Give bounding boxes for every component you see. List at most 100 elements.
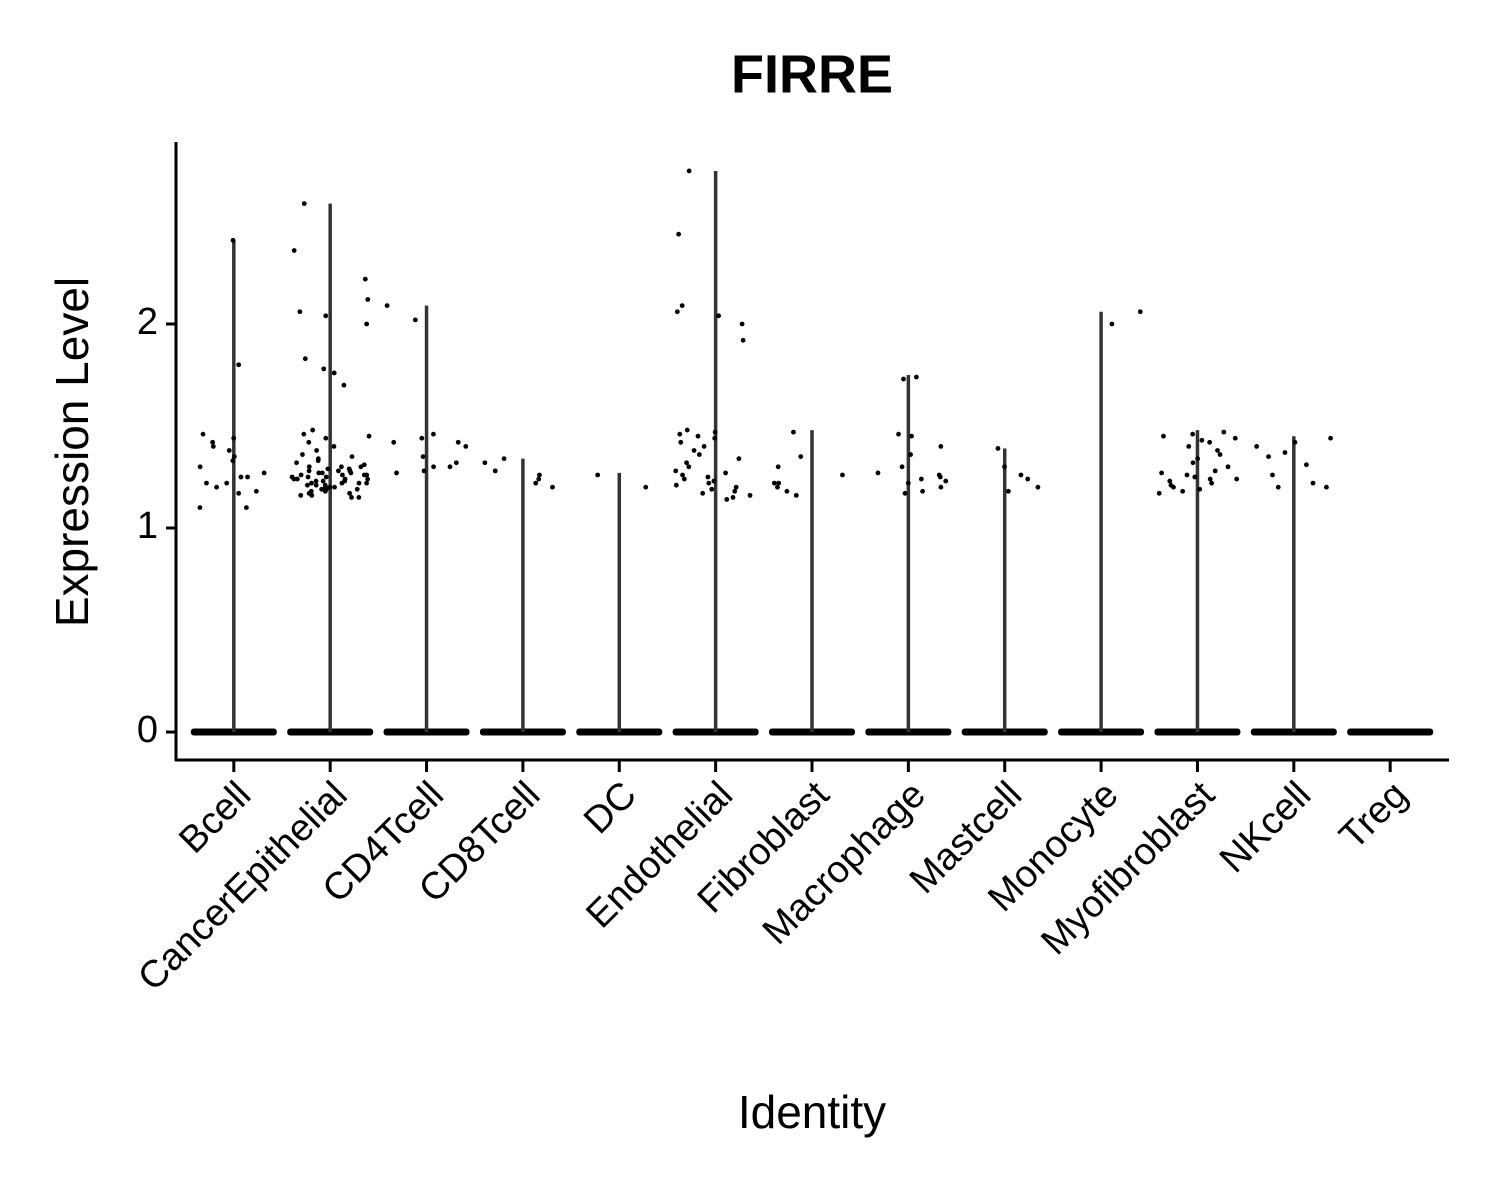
point xyxy=(349,454,355,460)
x-tick-label: Bcell xyxy=(171,774,259,862)
point xyxy=(732,488,738,494)
point xyxy=(536,476,542,482)
point xyxy=(736,456,742,462)
point xyxy=(1221,429,1227,435)
point xyxy=(394,470,399,476)
point xyxy=(347,490,353,496)
point xyxy=(210,439,216,445)
point xyxy=(316,470,322,476)
point xyxy=(686,464,692,470)
point xyxy=(364,321,370,327)
point xyxy=(740,337,746,343)
point xyxy=(339,480,345,486)
point xyxy=(705,474,711,480)
point xyxy=(323,313,329,319)
point xyxy=(306,439,312,445)
point xyxy=(294,460,299,466)
point xyxy=(197,505,203,511)
point xyxy=(447,464,453,470)
violin-base xyxy=(1347,728,1434,736)
point xyxy=(1137,309,1143,315)
point xyxy=(431,431,436,437)
point xyxy=(482,460,488,466)
point xyxy=(315,458,321,464)
point xyxy=(336,468,341,474)
point xyxy=(679,303,685,309)
point xyxy=(463,443,469,449)
point xyxy=(1186,443,1192,449)
point xyxy=(210,443,216,449)
point xyxy=(1234,476,1240,482)
point xyxy=(339,464,344,470)
point xyxy=(1328,435,1333,441)
y-axis-title: Expression Level xyxy=(46,277,98,627)
point xyxy=(342,476,348,482)
point xyxy=(365,297,371,302)
point xyxy=(674,309,680,315)
point xyxy=(995,446,1001,451)
point xyxy=(695,433,701,439)
point xyxy=(681,476,687,482)
point xyxy=(309,492,315,498)
point xyxy=(1199,437,1205,443)
point xyxy=(492,468,498,474)
point xyxy=(899,464,905,470)
point xyxy=(712,435,718,441)
point xyxy=(1018,472,1024,478)
point xyxy=(1282,450,1288,455)
point xyxy=(733,484,739,490)
point xyxy=(306,464,312,470)
point xyxy=(306,468,312,474)
point xyxy=(309,480,314,486)
point xyxy=(1304,462,1309,468)
point xyxy=(319,470,325,476)
point xyxy=(298,472,304,478)
point xyxy=(550,484,555,490)
point xyxy=(1190,431,1196,437)
point xyxy=(798,454,804,460)
point xyxy=(709,486,715,492)
point xyxy=(696,452,702,457)
point xyxy=(294,476,300,482)
point xyxy=(362,276,368,282)
point xyxy=(323,435,329,441)
x-tick-label: Myofibroblast xyxy=(1033,773,1223,963)
point xyxy=(684,427,690,433)
point xyxy=(784,488,790,494)
y-tick-label: 2 xyxy=(137,301,158,343)
point xyxy=(1324,484,1329,490)
point xyxy=(920,488,925,494)
point xyxy=(595,472,601,478)
point xyxy=(938,484,944,490)
point xyxy=(1215,448,1220,453)
point xyxy=(1209,480,1215,486)
point xyxy=(905,480,911,486)
point xyxy=(304,482,310,488)
point xyxy=(325,466,331,472)
point xyxy=(301,201,307,206)
point xyxy=(723,470,728,476)
point xyxy=(724,497,730,502)
point xyxy=(302,356,308,362)
point xyxy=(421,468,427,474)
point xyxy=(313,482,319,488)
point xyxy=(230,458,236,464)
point xyxy=(1025,476,1031,482)
point xyxy=(327,484,333,490)
point xyxy=(412,317,418,323)
point xyxy=(253,488,259,494)
point xyxy=(684,460,689,466)
point xyxy=(711,478,717,484)
point xyxy=(419,435,425,441)
point xyxy=(420,454,426,460)
point xyxy=(1217,452,1223,457)
x-axis-title: Identity xyxy=(738,1086,886,1138)
point xyxy=(310,427,316,433)
point xyxy=(716,313,722,319)
point xyxy=(1292,439,1298,445)
point xyxy=(775,484,780,490)
point xyxy=(224,480,230,486)
point xyxy=(1232,435,1238,441)
point xyxy=(204,480,209,486)
point xyxy=(354,486,360,492)
